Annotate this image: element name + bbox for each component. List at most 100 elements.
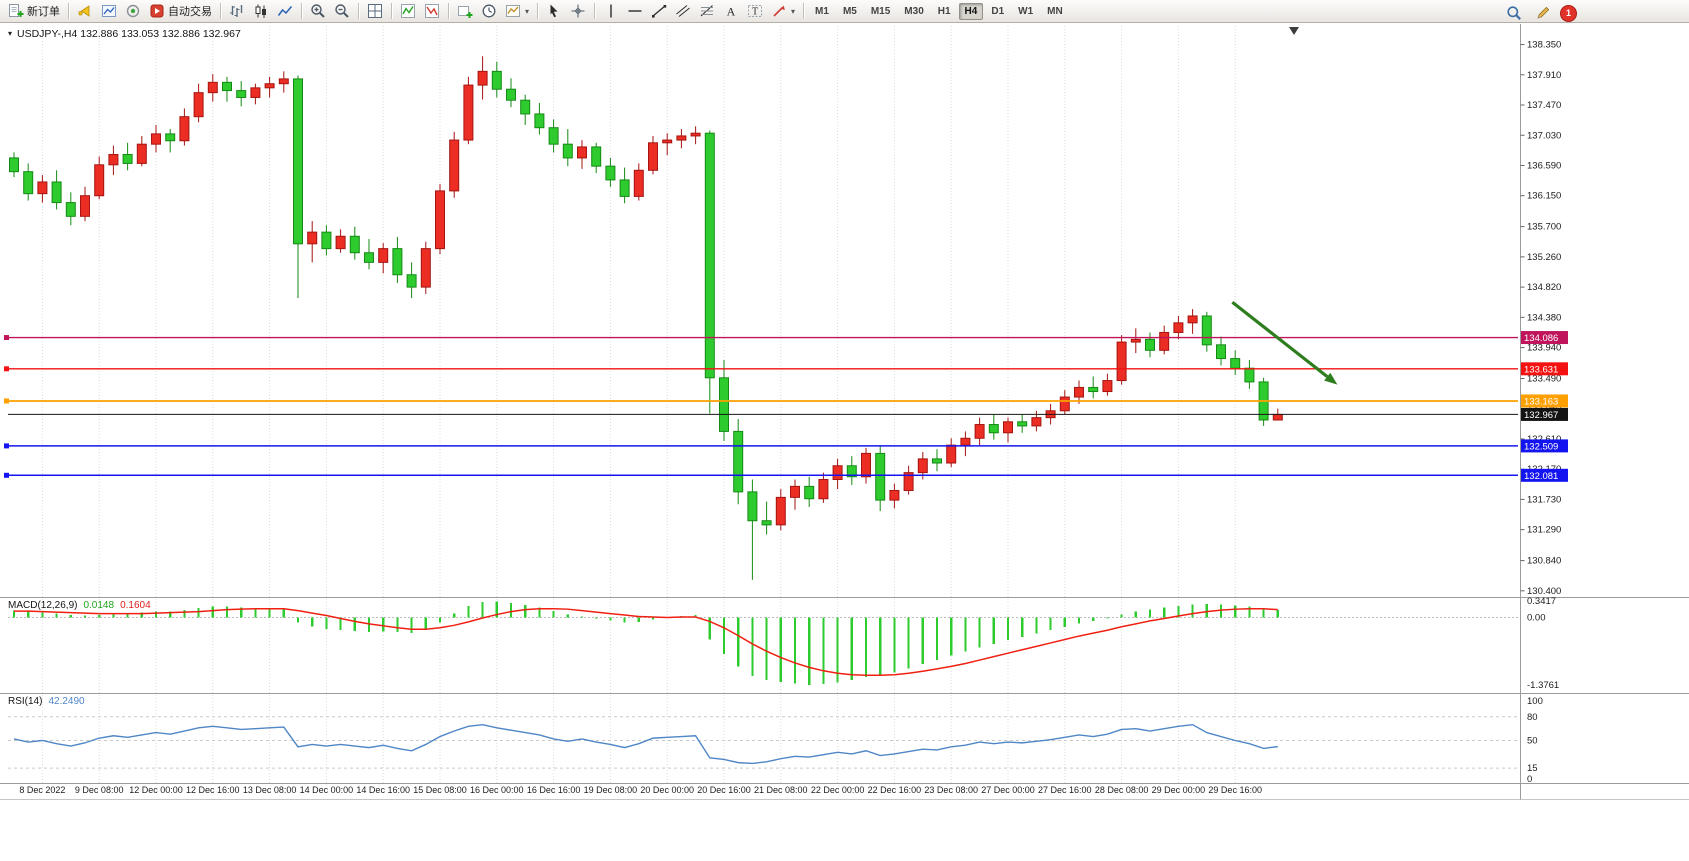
toolbar-separator: [803, 3, 805, 19]
svg-text:9 Dec 08:00: 9 Dec 08:00: [75, 785, 124, 795]
toolbar: 新订单 自动交易 ▾ A T ▾ M1 M5 M15 M30 H1 H4 D1 W1 MN 1: [0, 0, 1689, 23]
zoom-in-button[interactable]: [306, 0, 330, 22]
svg-text:132.967: 132.967: [1524, 410, 1558, 421]
price-axis[interactable]: 138.350 137.910 137.470 137.030 136.590 136.1…: [1520, 40, 1562, 597]
new-order-button-label: 新订单: [27, 6, 60, 18]
svg-text:0.00: 0.00: [1527, 613, 1546, 624]
timeframe-h1-button[interactable]: H1: [937, 5, 951, 17]
notifications-badge[interactable]: 1: [1560, 4, 1577, 22]
template-icon: [505, 3, 521, 19]
resistance-line-red[interactable]: 133.631: [4, 362, 1568, 376]
alerts-button[interactable]: [73, 0, 97, 22]
clock-icon: [481, 3, 497, 19]
timeframe-m30-button[interactable]: M30: [904, 5, 924, 17]
svg-text:132.509: 132.509: [1524, 441, 1558, 452]
new-chart-button[interactable]: [453, 0, 477, 22]
support-line-blue-2-price-tag: [1521, 468, 1568, 482]
svg-text:12 Dec 00:00: 12 Dec 00:00: [129, 785, 183, 795]
text-button[interactable]: A: [719, 0, 743, 22]
label-icon: T: [747, 3, 763, 19]
cursor-icon: [546, 3, 562, 19]
chart-ohlc-readout: USDJPY-,H4 132.886 133.053 132.886 132.9…: [17, 28, 241, 40]
time-axis[interactable]: 8 Dec 2022 9 Dec 08:00 12 Dec 00:00 12 Dec …: [19, 785, 1262, 795]
arrows-button[interactable]: ▾: [767, 0, 799, 22]
timeframe-m15-button[interactable]: M15: [870, 5, 891, 17]
indicators-button[interactable]: [396, 0, 420, 22]
chart-context-triangle-icon[interactable]: ▾: [8, 29, 13, 38]
community-button[interactable]: [121, 0, 145, 22]
macd-panel: 0.3417 0.00 -1.3761: [8, 596, 1559, 691]
svg-text:132.081: 132.081: [1524, 471, 1558, 482]
toolbar-separator: [358, 3, 359, 19]
timeframe-w1-button[interactable]: W1: [1018, 5, 1034, 17]
svg-text:133.940: 133.940: [1527, 343, 1561, 354]
tile-windows-button[interactable]: [363, 0, 387, 22]
search-button[interactable]: [1502, 2, 1526, 24]
svg-text:8 Dec 2022: 8 Dec 2022: [19, 785, 65, 795]
line-chart-button[interactable]: [273, 0, 297, 22]
toolbar-separator: [537, 3, 539, 19]
svg-text:131.290: 131.290: [1527, 525, 1561, 536]
market-report-button[interactable]: [97, 0, 121, 22]
crosshair-button[interactable]: [566, 0, 590, 22]
chart-symbol-header: ▾ USDJPY-,H4 132.886 133.053 132.886 132…: [8, 28, 241, 40]
timeframe-m1-button[interactable]: M1: [815, 5, 829, 17]
trendline-button[interactable]: [647, 0, 671, 22]
zoom-out-button[interactable]: [330, 0, 354, 22]
support-line-blue-2[interactable]: 132.081: [4, 468, 1568, 482]
current-price-line-price-tag: [1521, 407, 1568, 421]
timeframe-h4-button[interactable]: H4: [958, 2, 984, 20]
svg-text:29 Dec 16:00: 29 Dec 16:00: [1208, 785, 1262, 795]
svg-text:130.840: 130.840: [1527, 556, 1561, 567]
chart-shift-marker-icon[interactable]: [1289, 27, 1299, 35]
candlestick-series: [9, 56, 1283, 580]
equidistant-channel-button[interactable]: [671, 0, 695, 22]
svg-text:15: 15: [1527, 763, 1538, 774]
timeframe-d1-button[interactable]: D1: [991, 5, 1005, 17]
svg-text:134.820: 134.820: [1527, 282, 1561, 293]
rsi-label: RSI(14) 42.2490: [8, 696, 85, 707]
toolbar-right-icons: 1: [1502, 2, 1577, 24]
svg-text:27 Dec 00:00: 27 Dec 00:00: [981, 785, 1035, 795]
svg-text:137.030: 137.030: [1527, 130, 1561, 141]
timeframe-m5-button[interactable]: M5: [842, 5, 857, 17]
svg-text:12 Dec 16:00: 12 Dec 16:00: [186, 785, 240, 795]
candles-icon: [253, 3, 269, 19]
support-line-blue-1[interactable]: 132.509: [4, 439, 1568, 453]
periods-button[interactable]: [477, 0, 501, 22]
svg-text:16 Dec 16:00: 16 Dec 16:00: [527, 785, 581, 795]
time-gridlines: [41, 26, 1236, 783]
bar-chart-button[interactable]: [225, 0, 249, 22]
resistance-line-red-handle: [4, 366, 9, 372]
support-line-blue-2-handle: [4, 472, 9, 478]
toolbar-separator: [220, 3, 221, 19]
toolbar-separator: [448, 3, 449, 19]
horizontal-line-button[interactable]: [623, 0, 647, 22]
quick-draw-button[interactable]: [1531, 2, 1555, 24]
fibonacci-button[interactable]: [695, 0, 719, 22]
objects-list-button[interactable]: [420, 0, 444, 22]
resistance-line-crimson[interactable]: 134.086: [4, 331, 1568, 345]
svg-text:21 Dec 08:00: 21 Dec 08:00: [754, 785, 808, 795]
candlestick-chart-button[interactable]: [249, 0, 273, 22]
pivot-line-orange[interactable]: 133.163: [4, 394, 1568, 408]
timeframe-mn-button[interactable]: MN: [1047, 5, 1063, 17]
pivot-line-orange-price-tag: [1521, 394, 1568, 408]
cursor-button[interactable]: [542, 0, 566, 22]
support-line-blue-1-handle: [4, 443, 9, 449]
new-order-button[interactable]: 新订单: [4, 0, 64, 22]
trend-arrow-annotation[interactable]: [1231, 300, 1338, 385]
webinar-icon: [125, 3, 141, 19]
current-price-line[interactable]: 132.967: [8, 407, 1568, 421]
autotrading-button[interactable]: 自动交易: [145, 0, 216, 22]
svg-text:13 Dec 08:00: 13 Dec 08:00: [243, 785, 297, 795]
resistance-line-crimson-price-tag: [1521, 331, 1568, 345]
svg-text:29 Dec 00:00: 29 Dec 00:00: [1152, 785, 1206, 795]
templates-button[interactable]: ▾: [501, 0, 533, 22]
vertical-line-button[interactable]: [599, 0, 623, 22]
svg-text:22 Dec 00:00: 22 Dec 00:00: [811, 785, 865, 795]
svg-text:138.350: 138.350: [1527, 40, 1561, 51]
macd-indicator-name: MACD(12,26,9): [8, 600, 78, 611]
text-label-button[interactable]: T: [743, 0, 767, 22]
